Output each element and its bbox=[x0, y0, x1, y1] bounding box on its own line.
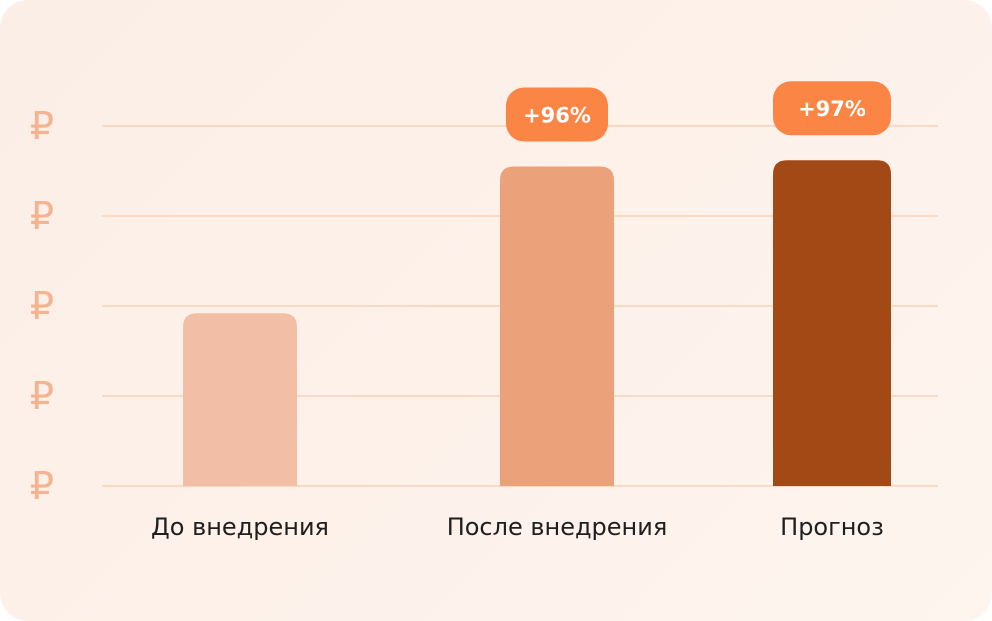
growth-badge-label: +96% bbox=[523, 104, 591, 128]
y-tick-ruble-icon: ₽ bbox=[30, 464, 54, 508]
bar-2 bbox=[500, 166, 614, 486]
growth-badge: +97% bbox=[773, 81, 891, 136]
y-axis-ticks: ₽ ₽ ₽ ₽ ₽ bbox=[30, 104, 54, 508]
x-tick-label: До внедрения bbox=[151, 513, 329, 541]
bar-3 bbox=[773, 160, 891, 486]
x-tick-label: После внедрения bbox=[447, 513, 668, 541]
growth-badge-label: +97% bbox=[798, 97, 866, 121]
y-tick-ruble-icon: ₽ bbox=[30, 284, 54, 328]
y-tick-ruble-icon: ₽ bbox=[30, 374, 54, 418]
growth-badge-bg bbox=[506, 87, 608, 142]
bar-annotations: +96% +97% bbox=[506, 81, 891, 142]
growth-badge: +96% bbox=[506, 87, 608, 142]
bar-1 bbox=[183, 313, 297, 486]
growth-badge-bg bbox=[773, 81, 891, 136]
x-axis-labels: До внедрения После внедрения Прогноз bbox=[151, 513, 884, 541]
bars bbox=[183, 160, 891, 486]
y-tick-ruble-icon: ₽ bbox=[30, 104, 54, 148]
x-tick-label: Прогноз bbox=[780, 513, 884, 541]
y-tick-ruble-icon: ₽ bbox=[30, 194, 54, 238]
